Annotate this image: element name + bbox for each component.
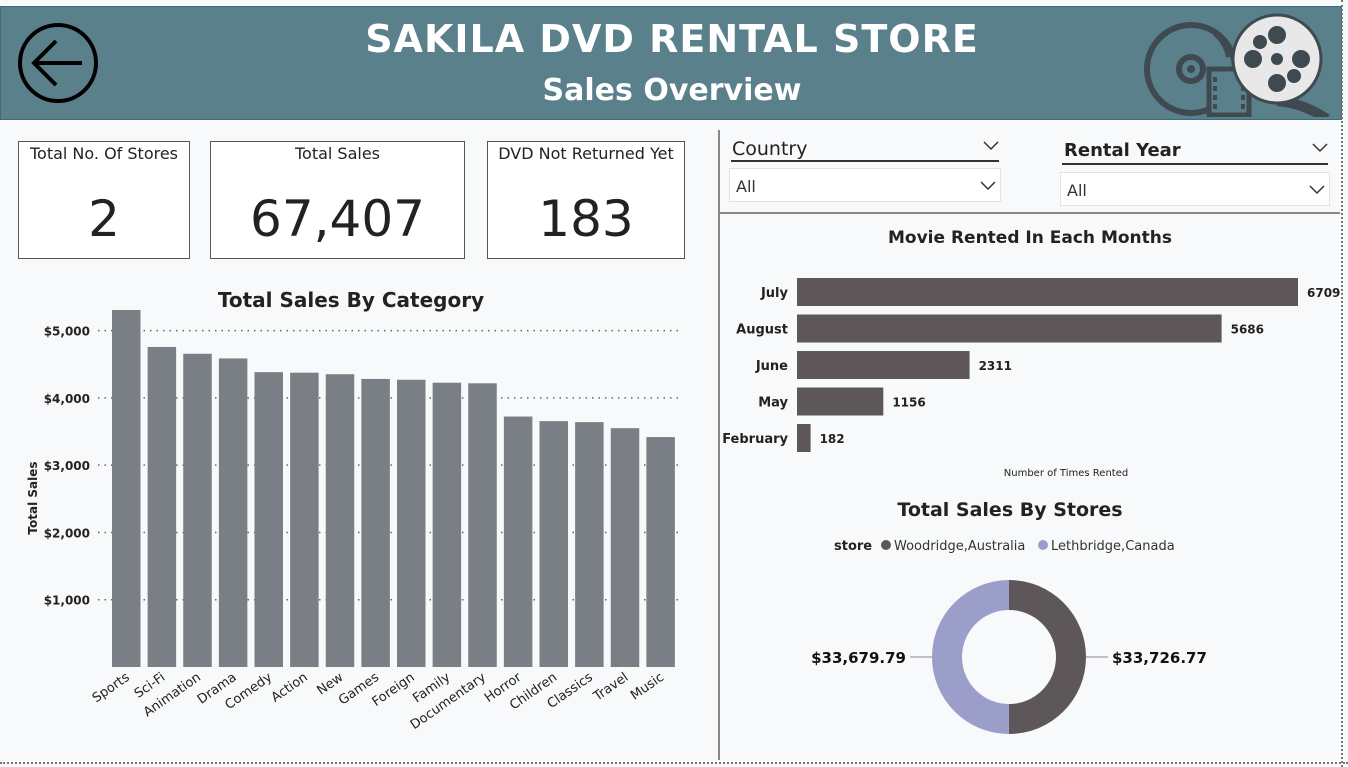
card-label: DVD Not Returned Yet [498,144,674,163]
bar [575,422,604,667]
bar [183,353,212,667]
y-tick-label: June [755,359,788,374]
country-slicer-label: Country [732,138,808,160]
bar [254,372,283,667]
data-label: $33,679.79 [811,649,906,667]
card-dvd-not-returned: DVD Not Returned Yet 183 [487,141,685,259]
bar [503,416,533,667]
data-label: 2311 [979,359,1012,373]
bar [797,314,1222,343]
film-reel-icon [1144,13,1330,117]
bar [218,358,248,667]
country-slicer-value: All [736,177,756,196]
y-axis-label: Total Sales [26,461,40,534]
data-label: 1156 [892,396,925,410]
month-chart-title: Movie Rented In Each Months [888,228,1172,248]
rental-year-slicer-label: Rental Year [1064,140,1181,161]
x-axis-label: Number of Times Rented [1004,468,1128,479]
y-tick-label: $5,000 [44,325,90,339]
y-tick-label: $3,000 [44,459,90,473]
y-tick-label: $4,000 [44,392,90,406]
country-slicer-underline [731,160,999,162]
horizontal-divider [720,212,1340,214]
y-tick-label: August [736,323,788,338]
store-donut-chart: store Woodridge,Australia Lethbridge,Canad… [811,539,1207,734]
y-tick-label: $2,000 [44,526,90,540]
bar [432,382,462,667]
month-bar-chart: July 6709 August 5686 June 2311 May 1156 Februar… [722,278,1340,479]
bar [610,428,640,667]
legend-label: Woodridge,Australia [894,539,1025,554]
bar [290,372,319,667]
bar [147,346,177,667]
bar [539,421,568,667]
page-title: SAKILA DVD RENTAL STORE [365,17,979,61]
card-label: Total Sales [294,144,381,163]
y-tick-label: May [758,396,788,411]
category-bar-chart: $1,000 $2,000 $3,000 $4,000 $5,000 Total Sale… [26,310,680,733]
x-tick-label: Travel [590,670,631,705]
rental-year-slicer-dropdown[interactable]: All [1060,172,1330,206]
vertical-divider [718,130,720,760]
page-subtitle: Sales Overview [542,73,802,108]
bar [468,383,497,667]
chevron-down-icon [1309,185,1325,195]
bar [797,387,884,416]
y-tick-label: $1,000 [44,594,90,608]
header-banner: SAKILA DVD RENTAL STORE Sales Overview [0,6,1342,120]
card-total-sales: Total Sales 67,407 [210,141,465,259]
y-tick-label: July [760,286,789,301]
bar [361,378,390,667]
bottom-border [0,762,1348,764]
card-value: 67,407 [250,190,425,248]
bar [797,424,811,452]
legend-marker [1038,540,1048,550]
card-value: 2 [88,190,120,248]
chevron-down-icon[interactable] [1312,143,1328,153]
right-border [1341,0,1343,767]
bar [797,278,1298,306]
bar [797,351,970,379]
card-label: Total No. Of Stores [29,144,179,163]
category-chart-title: Total Sales By Category [217,288,485,312]
bar [112,310,141,667]
x-tick-label: Music [628,670,667,704]
legend-label: Lethbridge,Canada [1051,539,1175,554]
data-label: $33,726.77 [1112,649,1207,667]
rental-year-slicer-value: All [1067,181,1087,200]
card-total-stores: Total No. Of Stores 2 [18,141,190,259]
chevron-down-icon[interactable] [983,141,999,151]
x-tick-label: Sports [90,670,133,706]
chevron-down-icon [980,181,996,191]
bar [646,437,675,667]
back-button[interactable] [18,23,98,103]
data-label: 182 [820,432,845,446]
y-tick-label: February [722,432,788,447]
legend-marker [881,540,891,550]
legend-title: store [834,539,872,554]
store-chart-title: Total Sales By Stores [897,499,1123,521]
country-slicer-dropdown[interactable]: All [729,168,1001,202]
bar [397,379,426,667]
data-label: 5686 [1231,323,1264,337]
donut-slice [1008,580,1086,734]
back-arrow-icon [31,39,82,87]
data-label: 6709 [1307,286,1340,300]
donut-slice [931,580,1009,734]
bar [325,374,355,667]
card-value: 183 [538,190,634,248]
rental-year-slicer-underline [1062,163,1328,165]
x-tick-label: Action [269,670,311,706]
